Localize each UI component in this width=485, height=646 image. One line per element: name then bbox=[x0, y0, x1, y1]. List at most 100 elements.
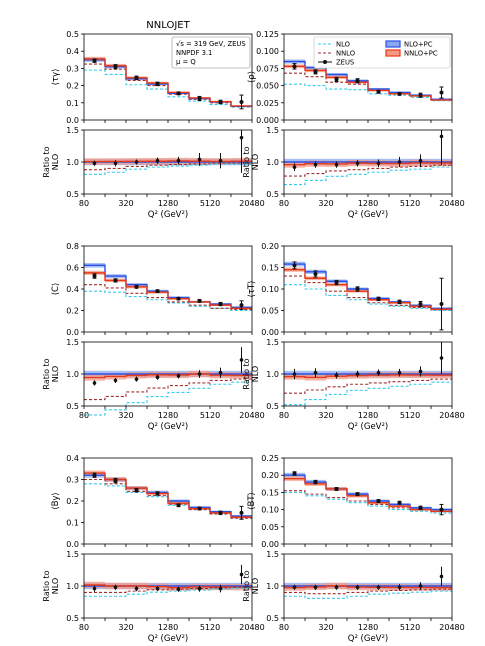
ratio-data-point bbox=[113, 161, 118, 166]
y-tick-label: 0.2 bbox=[66, 497, 79, 506]
ratio-y-tick-label: 1.5 bbox=[266, 550, 279, 559]
x-tick-label: 320 bbox=[118, 411, 133, 420]
ratio-data-point bbox=[176, 587, 181, 591]
ratio-data-point bbox=[418, 158, 423, 163]
data-point bbox=[292, 471, 297, 476]
ratio-data-point bbox=[355, 585, 360, 590]
ratio-nlo-line bbox=[84, 163, 252, 175]
y-axis-label: ⟨τT⟩ bbox=[247, 281, 257, 298]
x-tick-label: 1280 bbox=[158, 623, 178, 632]
ratio-y-axis-label: Ratio to bbox=[42, 570, 51, 601]
figure-title: NNLOJET bbox=[146, 20, 190, 31]
ratio-data-point bbox=[418, 369, 423, 374]
info-box bbox=[171, 36, 251, 69]
x-tick-label: 80 bbox=[79, 623, 89, 632]
y-tick-label: 0.000 bbox=[256, 116, 279, 125]
y-tick-label: 0.050 bbox=[256, 82, 279, 91]
y-tick-label: 0.0 bbox=[66, 328, 79, 337]
ratio-y-tick-label: 0.5 bbox=[66, 614, 79, 623]
ratio-nnlo-line bbox=[284, 588, 452, 595]
y-axis-label: ⟨τγ⟩ bbox=[51, 69, 61, 86]
x-tick-label: 320 bbox=[318, 411, 333, 420]
data-point bbox=[313, 271, 318, 276]
y-tick-label: 0.0 bbox=[66, 116, 79, 125]
ratio-nlo-line bbox=[84, 381, 252, 416]
ratio-y-axis-label: Ratio to bbox=[242, 570, 251, 601]
y-tick-label: 0.3 bbox=[66, 476, 79, 485]
y-tick-label: 0.2 bbox=[66, 307, 79, 316]
data-point bbox=[155, 491, 160, 496]
ratio-data-point bbox=[334, 373, 339, 378]
data-point bbox=[176, 91, 181, 96]
ratio-y-tick-label: 1.0 bbox=[266, 370, 279, 379]
y-tick-label: 0.125 bbox=[256, 30, 279, 39]
data-point bbox=[334, 280, 339, 285]
y-tick-label: 0.0 bbox=[66, 540, 79, 549]
ratio-data-point bbox=[376, 161, 381, 166]
ratio-y-tick-label: 0.5 bbox=[266, 190, 279, 199]
y-tick-label: 0.8 bbox=[66, 242, 79, 251]
data-point bbox=[218, 99, 223, 104]
y-axis-label: ⟨BT⟩ bbox=[247, 492, 257, 510]
nnlo-line bbox=[84, 284, 252, 310]
ratio-y-tick-label: 1.0 bbox=[66, 370, 79, 379]
ratio-y-axis-label-2: NLO bbox=[51, 366, 60, 382]
y-axis-label: ⟨ρ⟩ bbox=[247, 71, 257, 83]
ratio-data-point bbox=[155, 375, 160, 380]
ratio-y-axis-label-2: NLO bbox=[251, 154, 260, 170]
y-tick-label: 0.1 bbox=[66, 99, 79, 108]
y-tick-label: 0.15 bbox=[261, 264, 279, 273]
ratio-data-point bbox=[134, 377, 139, 381]
x-tick-label: 320 bbox=[318, 199, 333, 208]
y-tick-label: 0.4 bbox=[66, 47, 79, 56]
panel-2: 0.000 0.025 0.050 0.075 0.100 0.125 ⟨ρ⟩ NLO NLO+… bbox=[242, 30, 465, 220]
ratio-y-tick-label: 1.0 bbox=[266, 582, 279, 591]
x-tick-label: 1280 bbox=[158, 199, 178, 208]
ratio-data-point bbox=[376, 370, 381, 375]
x-tick-label: 20480 bbox=[439, 199, 464, 208]
y-tick-label: 0.05 bbox=[261, 307, 279, 316]
data-point bbox=[92, 58, 97, 63]
ratio-data-point bbox=[134, 160, 139, 164]
data-point bbox=[376, 296, 381, 301]
ratio-nnlo-pc-line bbox=[84, 160, 252, 163]
nlo-line bbox=[284, 284, 452, 312]
x-tick-label: 1280 bbox=[158, 411, 178, 420]
data-point bbox=[239, 510, 244, 515]
data-point bbox=[113, 278, 118, 283]
y-tick-label: 0.075 bbox=[256, 64, 279, 73]
data-point bbox=[334, 486, 339, 491]
ratio-data-point bbox=[334, 585, 339, 590]
y-tick-label: 0.5 bbox=[66, 30, 79, 39]
y-tick-label: 0.15 bbox=[261, 488, 279, 497]
ratio-data-point bbox=[197, 157, 202, 162]
ratio-data-point bbox=[197, 586, 202, 591]
x-tick-label: 320 bbox=[118, 623, 133, 632]
legend-swatch-nnlopc bbox=[385, 49, 401, 57]
data-point bbox=[155, 81, 160, 86]
ratio-data-point bbox=[176, 374, 181, 378]
ratio-y-tick-label: 1.0 bbox=[66, 582, 79, 591]
y-tick-label: 0.10 bbox=[261, 506, 279, 515]
ratio-data-point bbox=[292, 165, 297, 169]
x-tick-label: 5120 bbox=[200, 411, 220, 420]
ratio-y-axis-label: Ratio to bbox=[42, 146, 51, 177]
ratio-nnlo-line bbox=[84, 586, 252, 593]
data-point bbox=[418, 302, 423, 307]
ratio-y-axis-label: Ratio to bbox=[242, 146, 251, 177]
y-axis-label: ⟨By⟩ bbox=[51, 492, 61, 510]
data-point bbox=[134, 75, 139, 80]
legend-label: NNLO+PC bbox=[404, 50, 438, 58]
ratio-y-axis-label-2: NLO bbox=[251, 578, 260, 594]
legend-label: NNLO bbox=[336, 50, 355, 58]
data-point bbox=[155, 289, 160, 294]
ratio-data-point bbox=[92, 161, 97, 166]
legend-swatch-nlopc bbox=[385, 40, 401, 48]
ratio-y-tick-label: 0.5 bbox=[66, 402, 79, 411]
x-tick-label: 1280 bbox=[358, 199, 378, 208]
data-point bbox=[113, 64, 118, 69]
y-tick-label: 0.05 bbox=[261, 523, 279, 532]
ratio-data-point bbox=[292, 585, 297, 590]
data-point bbox=[355, 287, 360, 291]
